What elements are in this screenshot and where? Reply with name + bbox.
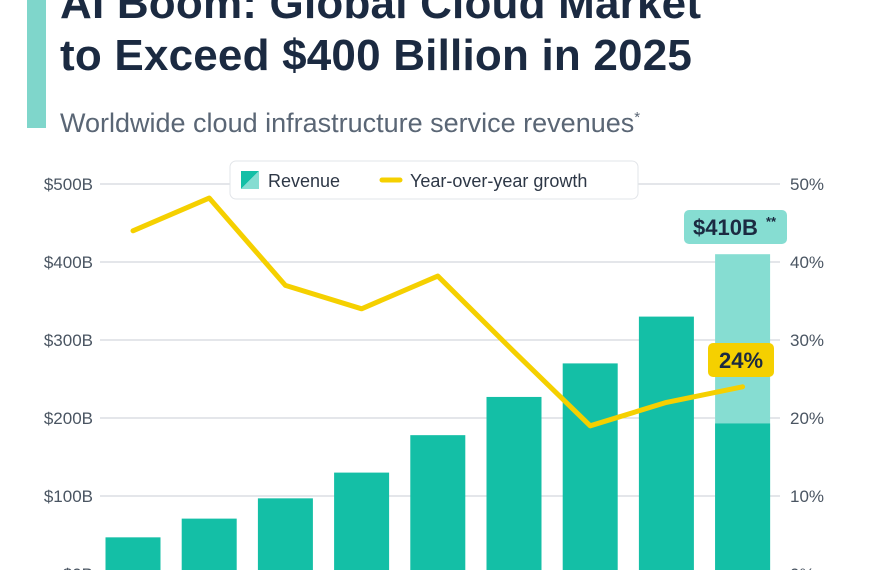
legend-label-growth: Year-over-year growth <box>410 171 587 191</box>
bar <box>562 363 618 570</box>
chart-title-line-1: AI Boom: Global Cloud Market <box>60 0 702 28</box>
bar <box>181 518 237 570</box>
bar <box>486 396 542 570</box>
y-right-tick-label: 50% <box>790 175 824 194</box>
y-left-tick-label: $300B <box>44 331 93 350</box>
growth-callout: 24% <box>708 343 774 377</box>
revenue-callout-box <box>684 210 787 244</box>
legend-revenue-swatch-forecast <box>241 171 259 189</box>
legend: Revenue Year-over-year growth <box>229 160 639 200</box>
y-left-tick-label: $200B <box>44 409 93 428</box>
legend-label-revenue: Revenue <box>268 171 340 191</box>
y-left-tick-label: $100B <box>44 487 93 506</box>
title-accent-bar <box>27 0 46 128</box>
y-right-tick-label: 0% <box>790 565 815 570</box>
chart-subtitle: Worldwide cloud infrastructure service r… <box>60 101 640 140</box>
chart-title: AI Boom: Global Cloud Market to Exceed $… <box>60 0 701 82</box>
growth-callout-value: 24% <box>719 348 763 373</box>
bar <box>638 316 694 570</box>
y-right-tick-label: 30% <box>790 331 824 350</box>
subtitle-footnote-mark: * <box>634 109 641 126</box>
y-right-tick-label: 10% <box>790 487 824 506</box>
bar <box>257 498 313 570</box>
revenue-callout-footnote-mark: ** <box>766 214 777 229</box>
revenue-callout-value: $410B <box>693 215 758 240</box>
bar <box>334 472 390 570</box>
chart-title-line-2: to Exceed $400 Billion in 2025 <box>60 31 693 80</box>
chart-subtitle-text: Worldwide cloud infrastructure service r… <box>60 108 635 138</box>
y-left-tick-label: $0B <box>63 565 93 570</box>
y-right-tick-label: 40% <box>790 253 824 272</box>
y-left-tick-label: $500B <box>44 175 93 194</box>
y-right-tick-label: 20% <box>790 409 824 428</box>
legend-box <box>229 160 639 200</box>
y-left-tick-label: $400B <box>44 253 93 272</box>
growth-callout-box <box>708 343 774 377</box>
bar <box>105 537 161 570</box>
bar <box>410 435 466 570</box>
revenue-callout: $410B ** <box>684 210 787 244</box>
bar-forecast-base <box>715 423 771 570</box>
